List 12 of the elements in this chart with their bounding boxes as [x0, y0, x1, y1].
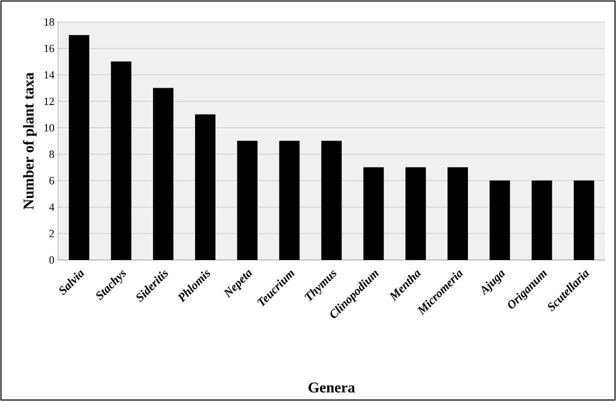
x-axis-title: Genera [308, 382, 355, 393]
y-tick-label: 4 [49, 204, 54, 211]
y-tick-label: 0 [49, 256, 54, 264]
y-tick-label: 12 [44, 98, 54, 105]
y-axis-title: Number of plant taxa [22, 72, 37, 210]
y-tick-label: 16 [44, 44, 54, 52]
y-tick-label: 2 [49, 230, 54, 238]
y-tick-label: 18 [44, 18, 54, 26]
y-tick-label: 10 [44, 124, 54, 132]
y-tick-label: 6 [49, 176, 54, 184]
y-tick-label: 8 [49, 150, 54, 158]
y-tick-label: 14 [44, 71, 54, 79]
